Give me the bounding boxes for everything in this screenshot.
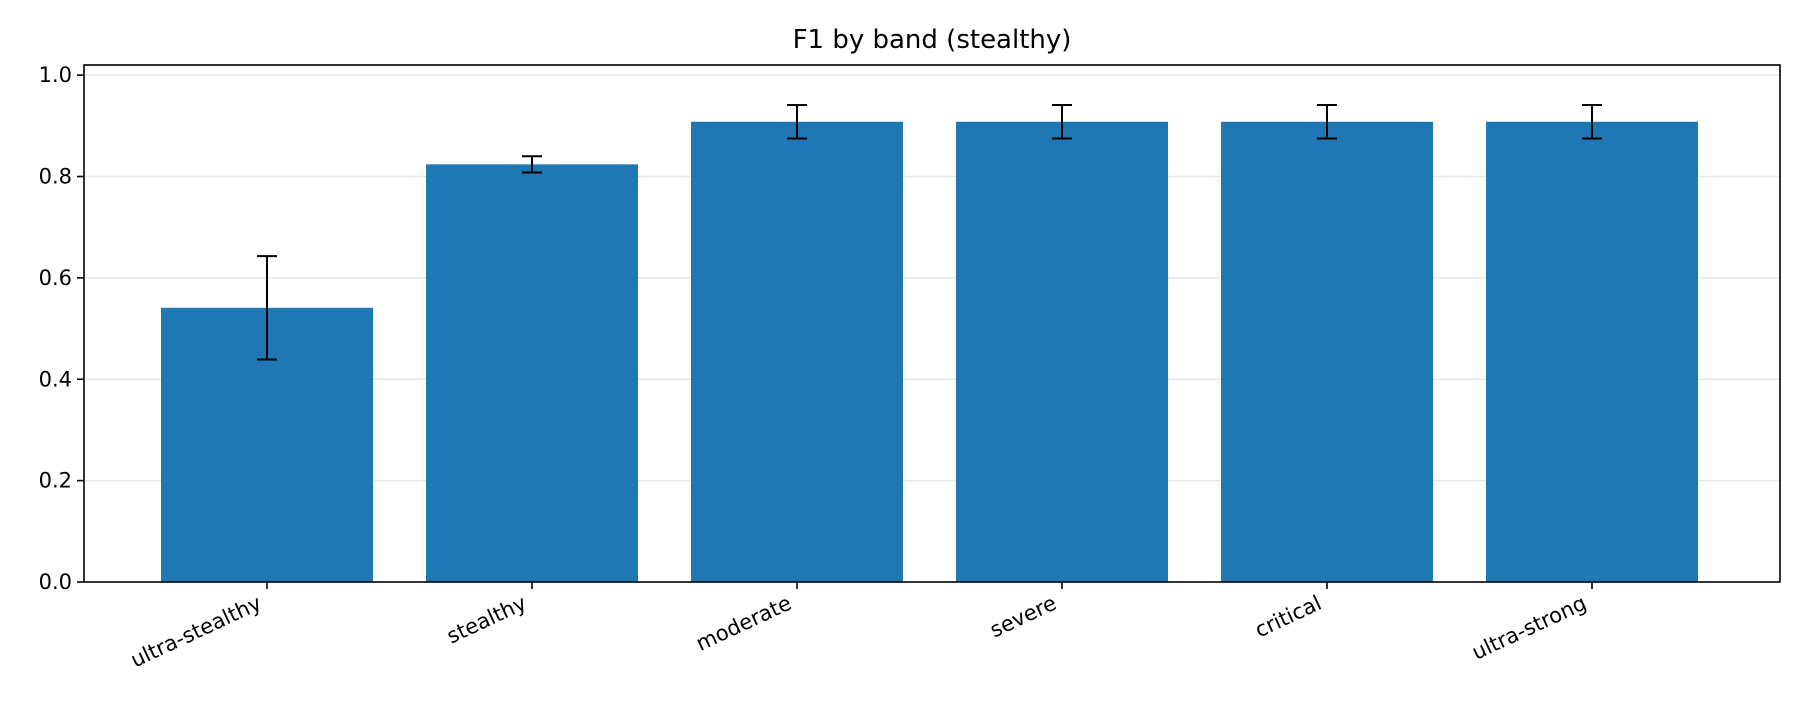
bar-stealthy <box>426 164 638 582</box>
y-tick-label: 0.0 <box>39 570 72 594</box>
y-tick-label: 0.4 <box>39 367 72 391</box>
x-tick-label: severe <box>986 591 1060 642</box>
x-tick-label: stealthy <box>443 591 530 649</box>
bar-critical <box>1221 121 1433 583</box>
error-bar-critical <box>1317 104 1337 140</box>
y-axis: 0.0 0.2 0.4 0.6 0.8 1.0 <box>39 63 84 594</box>
bar-ultra-strong <box>1486 121 1698 583</box>
bar-moderate <box>691 121 903 583</box>
error-bar-ultra-strong <box>1582 104 1602 140</box>
y-tick-label: 1.0 <box>39 63 72 87</box>
error-bar-severe <box>1052 104 1072 140</box>
x-tick-label: ultra-strong <box>1468 591 1590 665</box>
error-bar-stealthy <box>522 155 542 174</box>
x-axis: ultra-stealthy stealthy moderate severe crit… <box>127 582 1593 672</box>
x-tick-label: ultra-stealthy <box>127 591 265 672</box>
chart-title: F1 by band (stealthy) <box>793 25 1072 55</box>
error-bars <box>257 104 1602 361</box>
bar-severe <box>956 121 1168 583</box>
plot-frame <box>83 64 1781 583</box>
error-bar-ultra-stealthy <box>257 255 277 361</box>
x-tick-label: moderate <box>692 591 795 656</box>
bars <box>161 121 1698 583</box>
y-tick-label: 0.2 <box>39 469 72 493</box>
y-tick-label: 0.8 <box>39 165 72 189</box>
y-tick-label: 0.6 <box>39 266 72 290</box>
error-bar-moderate <box>787 104 807 140</box>
x-tick-label: critical <box>1251 591 1325 642</box>
